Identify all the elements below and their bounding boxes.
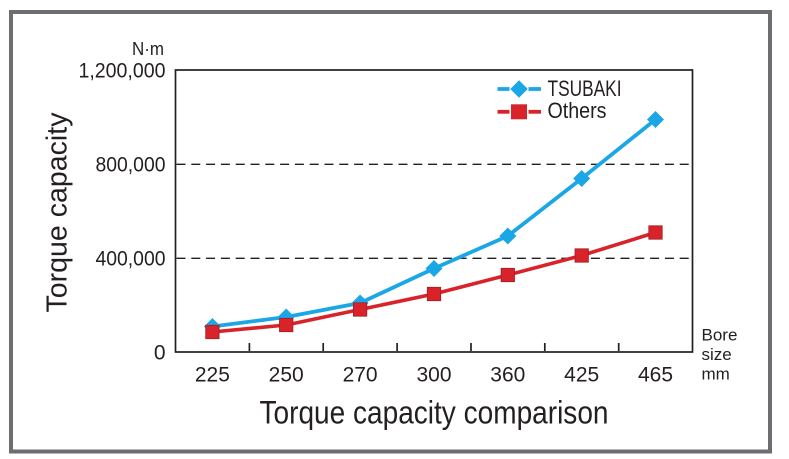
svg-text:0: 0 [154,342,166,365]
svg-text:425: 425 [564,364,599,387]
svg-text:360: 360 [490,364,525,387]
svg-text:Torque capacity: Torque capacity [42,112,74,312]
svg-text:TSUBAKI: TSUBAKI [548,76,622,101]
svg-text:270: 270 [343,364,378,387]
svg-text:225: 225 [195,364,230,387]
svg-text:1,200,000: 1,200,000 [79,60,166,83]
svg-text:400,000: 400,000 [96,248,166,271]
svg-text:size: size [702,345,732,364]
svg-text:N·m: N·m [132,39,164,59]
svg-text:300: 300 [416,364,451,387]
svg-text:Bore: Bore [702,326,738,345]
svg-text:Torque capacity comparison: Torque capacity comparison [260,395,609,431]
svg-text:mm: mm [702,365,730,384]
svg-text:465: 465 [638,364,673,387]
svg-text:Others: Others [548,98,607,123]
svg-text:250: 250 [269,364,304,387]
svg-text:800,000: 800,000 [96,154,166,177]
